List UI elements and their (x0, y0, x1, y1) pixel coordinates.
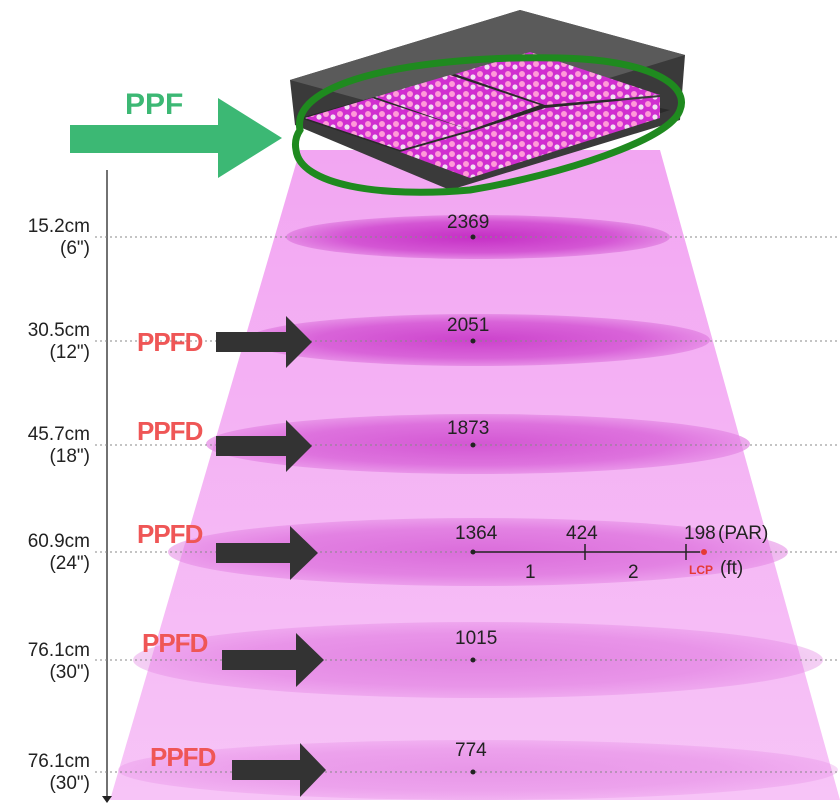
distance-in-4: (24") (49, 553, 90, 574)
distance-label-3: 45.7cm (18") (0, 424, 90, 468)
ppfd-value-1: 2369 (447, 212, 490, 233)
ppfd-arrow-3 (216, 526, 318, 580)
spread-value-2ft: 198 (684, 523, 716, 544)
intensity-ellipse-5 (133, 622, 823, 698)
distance-cm-6: 76.1cm (27, 751, 90, 772)
distance-in-5: (30") (49, 662, 90, 683)
ppf-highlight-outline (292, 54, 685, 196)
ppfd-label-1: PPFD (137, 327, 203, 357)
intensity-ellipse-6 (118, 740, 838, 800)
ppfd-arrow-2 (216, 420, 312, 472)
intensity-ellipse-3 (206, 414, 750, 474)
ft-unit-label: (ft) (720, 558, 744, 579)
ppfd-value-3: 1873 (447, 418, 490, 439)
ppfd-label-3: PPFD (137, 519, 203, 549)
distance-label-4: 60.9cm (24") (0, 531, 90, 575)
distance-in-3: (18") (49, 446, 90, 467)
lcp-point (701, 549, 707, 555)
ppfd-value-6: 774 (455, 740, 487, 761)
ppf-arrow (70, 98, 282, 178)
distance-in-1: (6") (60, 238, 90, 259)
ppf-label: PPF (125, 88, 184, 121)
guide-lines (95, 236, 840, 773)
ppfd-value-4: 1364 (455, 523, 498, 544)
distance-label-2: 30.5cm (12") (0, 320, 90, 364)
ppfd-label-5: PPFD (150, 742, 216, 772)
ppfd-label-2: PPFD (137, 416, 203, 446)
ppfd-arrows (216, 316, 326, 797)
ppfd-value-5: 1015 (455, 628, 498, 649)
distance-cm-5: 76.1cm (27, 640, 90, 661)
ppfd-arrow-1 (216, 316, 312, 368)
intensity-ellipse-1 (286, 215, 670, 259)
distance-label-6: 76.1cm (30") (0, 751, 90, 795)
intensity-ellipse-2 (246, 314, 710, 366)
distance-axis-arrowhead (102, 796, 112, 803)
spread-scale (473, 544, 707, 560)
par-unit-label: (PAR) (718, 523, 769, 544)
grow-light-fixture (290, 10, 685, 190)
distance-in-6: (30") (49, 773, 90, 794)
distance-cm-2: 30.5cm (27, 320, 90, 341)
distance-cm-4: 60.9cm (27, 531, 90, 552)
center-points (470, 234, 476, 775)
spread-tick-1: 1 (525, 562, 536, 583)
distance-label-1: 15.2cm (6") (0, 216, 90, 260)
spread-tick-2: 2 (628, 562, 639, 583)
ppfd-label-4: PPFD (142, 628, 208, 658)
distance-cm-3: 45.7cm (27, 424, 90, 445)
ppfd-value-2: 2051 (447, 315, 490, 336)
distance-in-2: (12") (49, 342, 90, 363)
distance-label-5: 76.1cm (30") (0, 640, 90, 684)
lcp-label: LCP (689, 563, 713, 577)
ppfd-arrow-5 (232, 743, 326, 797)
spread-value-1ft: 424 (566, 523, 598, 544)
distance-cm-1: 15.2cm (27, 216, 90, 237)
ppfd-arrow-4 (222, 633, 324, 687)
